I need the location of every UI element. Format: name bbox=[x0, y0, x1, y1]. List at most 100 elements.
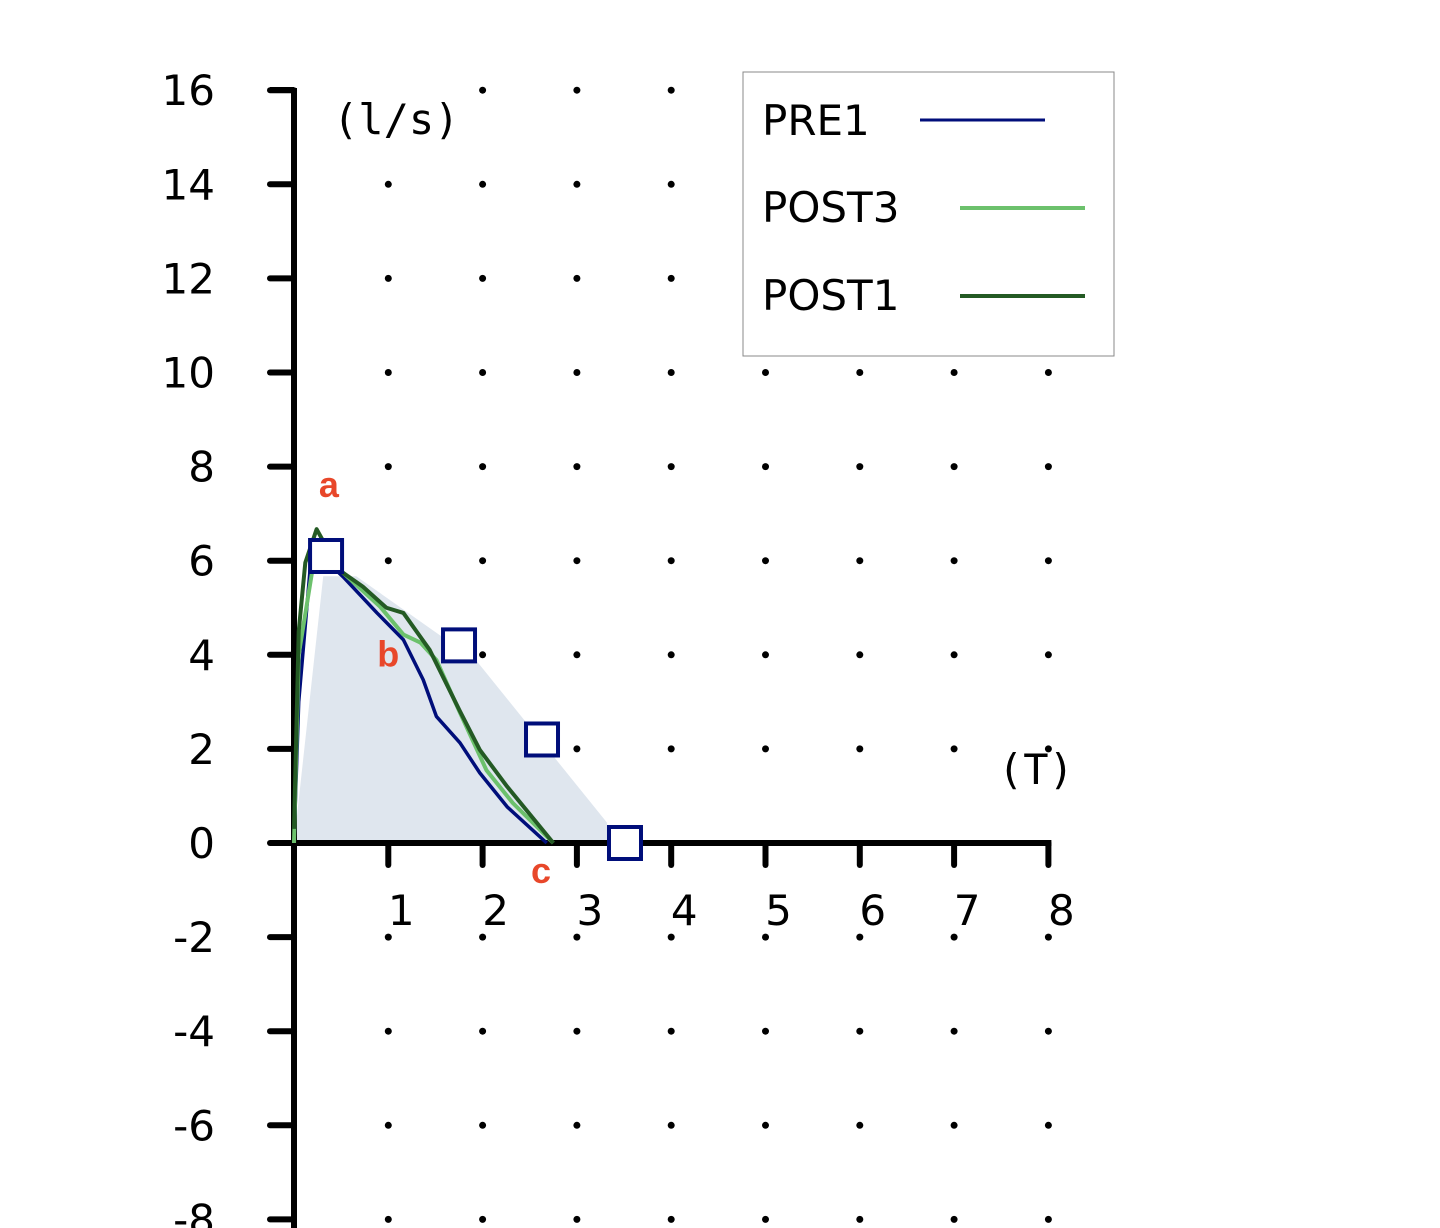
predicted-area bbox=[294, 576, 608, 843]
legend-label-post1: POST1 bbox=[762, 271, 899, 320]
grid-dot bbox=[1044, 651, 1052, 659]
annotations: a b c bbox=[319, 464, 551, 891]
annotation-label: c bbox=[531, 850, 551, 891]
y-tick-label: 4 bbox=[188, 631, 215, 680]
grid-dot bbox=[573, 557, 581, 565]
x-tick-label: 8 bbox=[1048, 886, 1075, 935]
series-line-post1 bbox=[292, 527, 555, 845]
grid-dot bbox=[667, 1215, 675, 1223]
grid-dot bbox=[573, 933, 581, 941]
y-tick-label: -6 bbox=[173, 1101, 215, 1150]
grid-dot bbox=[479, 933, 487, 941]
grid-dot bbox=[1044, 1215, 1052, 1223]
grid-dot bbox=[479, 557, 487, 565]
grid-dot bbox=[573, 651, 581, 659]
grid-dots bbox=[384, 86, 1052, 1223]
grid-dot bbox=[950, 557, 958, 565]
legend: PRE1 POST3 POST1 bbox=[742, 71, 1115, 357]
grid-dot bbox=[856, 1121, 864, 1129]
grid-dot bbox=[384, 274, 392, 282]
grid-dot bbox=[1044, 1121, 1052, 1129]
y-tick-label: -4 bbox=[173, 1007, 215, 1056]
x-tick-label: 3 bbox=[577, 886, 604, 935]
predicted-marker bbox=[606, 825, 643, 861]
grid-dot bbox=[573, 745, 581, 753]
grid-dot bbox=[479, 180, 487, 188]
grid-dot bbox=[667, 369, 675, 376]
y-axis-unit-label: (l/s) bbox=[333, 95, 459, 144]
grid-dot bbox=[384, 933, 392, 941]
grid-dot bbox=[950, 369, 958, 376]
predicted-area-polygon bbox=[294, 576, 608, 843]
grid-dot bbox=[856, 369, 864, 376]
x-tick-label: 2 bbox=[482, 886, 509, 935]
grid-dot bbox=[856, 557, 864, 565]
grid-dot bbox=[1044, 745, 1052, 753]
x-tick-label: 6 bbox=[859, 886, 886, 935]
grid-dot bbox=[1044, 933, 1052, 941]
annotation-label: b bbox=[377, 634, 399, 675]
grid-dot bbox=[950, 651, 958, 659]
predicted-markers bbox=[308, 537, 643, 861]
grid-dot bbox=[667, 933, 675, 941]
grid-dot bbox=[573, 1121, 581, 1129]
grid-dot bbox=[573, 463, 581, 471]
grid-dot bbox=[573, 369, 581, 376]
grid-dot bbox=[479, 463, 487, 471]
grid-dot bbox=[479, 369, 487, 376]
grid-dot bbox=[384, 1027, 392, 1035]
grid-dot bbox=[762, 463, 769, 471]
grid-dot bbox=[479, 1121, 487, 1129]
grid-dot bbox=[950, 463, 958, 471]
grid-dot bbox=[762, 933, 769, 941]
grid-dot bbox=[479, 1027, 487, 1035]
grid-dot bbox=[762, 1121, 769, 1129]
grid-dot bbox=[667, 274, 675, 282]
predicted-marker bbox=[308, 537, 345, 574]
grid-dot bbox=[762, 651, 769, 659]
grid-dot bbox=[1044, 369, 1052, 376]
grid-dot bbox=[1044, 463, 1052, 471]
grid-dot bbox=[384, 463, 392, 471]
grid-dot bbox=[573, 1215, 581, 1223]
grid-dot bbox=[856, 745, 864, 753]
grid-dot bbox=[479, 651, 487, 659]
y-tick-label: 16 bbox=[162, 66, 215, 115]
grid-dot bbox=[667, 86, 675, 94]
grid-dot bbox=[384, 369, 392, 376]
legend-label-post3: POST3 bbox=[762, 183, 899, 232]
grid-dot bbox=[573, 86, 581, 94]
grid-dot bbox=[950, 1027, 958, 1035]
y-tick-label: 14 bbox=[162, 160, 215, 209]
y-tick-label: -8 bbox=[173, 1195, 215, 1228]
grid-dot bbox=[384, 180, 392, 188]
grid-dot bbox=[667, 1027, 675, 1035]
y-tick-label: 12 bbox=[162, 254, 215, 303]
x-tick-label: 1 bbox=[388, 886, 415, 935]
grid-dot bbox=[762, 745, 769, 753]
x-axis-unit-label: (T) bbox=[998, 745, 1074, 794]
x-tick-label: 7 bbox=[954, 886, 981, 935]
x-tick-label: 4 bbox=[671, 886, 698, 935]
grid-dot bbox=[573, 180, 581, 188]
legend-label-pre1: PRE1 bbox=[762, 96, 870, 145]
grid-dot bbox=[667, 651, 675, 659]
y-tick-label: 10 bbox=[162, 349, 215, 398]
y-tick-label: 0 bbox=[188, 819, 215, 868]
grid-dot bbox=[950, 745, 958, 753]
grid-dot bbox=[384, 1121, 392, 1129]
grid-dot bbox=[762, 1215, 769, 1223]
annotation-label: a bbox=[319, 464, 340, 505]
grid-dot bbox=[479, 86, 487, 94]
grid-dot bbox=[1044, 557, 1052, 565]
y-tick-label: 8 bbox=[188, 443, 215, 492]
grid-dot bbox=[479, 274, 487, 282]
grid-dot bbox=[950, 933, 958, 941]
grid-dot bbox=[667, 557, 675, 565]
y-tick-label: 2 bbox=[188, 725, 215, 774]
grid-dot bbox=[856, 651, 864, 659]
axes bbox=[267, 87, 1052, 1228]
grid-dot bbox=[573, 274, 581, 282]
